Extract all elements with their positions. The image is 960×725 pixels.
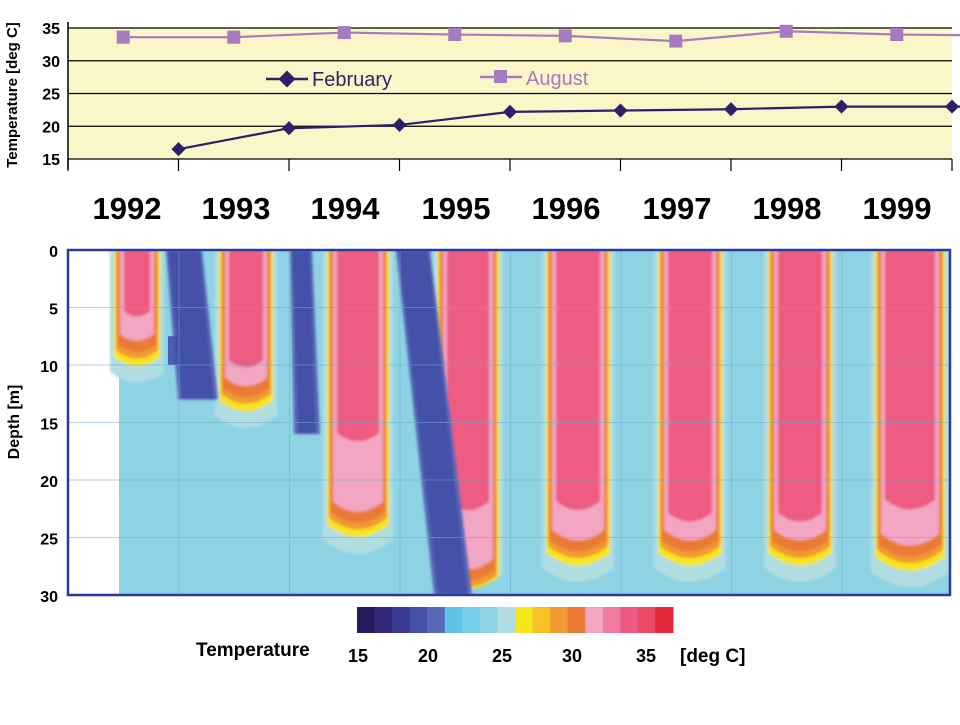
legend-august-marker — [494, 70, 507, 83]
data-point-august — [890, 28, 903, 41]
colorbar-swatch — [550, 607, 568, 633]
warm-plume-1993 — [215, 250, 277, 428]
heatmap-y-tick-label: 10 — [40, 359, 58, 376]
line-chart-y-tick-label: 15 — [42, 152, 60, 169]
colorbar-tick-label: 15 — [348, 646, 368, 666]
data-point-august — [448, 28, 461, 41]
year-label: 1996 — [532, 191, 601, 226]
colorbar-swatch — [375, 607, 393, 633]
colorbar-swatch — [638, 607, 656, 633]
line-chart-y-tick-label: 30 — [42, 54, 60, 71]
line-chart-y-ticks: 15 20 25 30 35 — [42, 21, 60, 169]
year-label: 1994 — [311, 191, 381, 226]
heatmap-y-ticks: 0 5 10 15 20 25 30 — [40, 244, 58, 606]
year-label: 1993 — [202, 191, 271, 226]
legend-february-label: February — [312, 69, 392, 91]
data-point-august — [227, 31, 240, 44]
colorbar-label: Temperature — [196, 640, 310, 661]
colorbar-swatch — [515, 607, 533, 633]
colorbar-swatch — [603, 607, 621, 633]
plume-core — [124, 250, 150, 316]
line-chart-y-axis-label: Temperature [deg C] — [4, 22, 21, 168]
colorbar-tick-label: 25 — [492, 646, 512, 666]
year-label: 1998 — [753, 191, 822, 226]
colorbar-swatch — [410, 607, 428, 633]
colorbar-swatch — [445, 607, 463, 633]
year-label: 1997 — [643, 191, 712, 226]
year-label: 1999 — [863, 191, 932, 226]
colorbar-unit: [deg C] — [680, 646, 745, 667]
plume-core — [229, 250, 263, 367]
line-chart: 15 20 25 30 35 February August Temperature [… — [4, 21, 960, 171]
plume-core — [668, 250, 712, 522]
plume-core — [337, 250, 379, 441]
colorbar-swatch — [392, 607, 410, 633]
data-point-august — [780, 25, 793, 38]
warm-plume-1996 — [542, 250, 614, 582]
plume-core — [885, 250, 935, 510]
cold-plume-shelf — [168, 336, 198, 365]
year-labels: 1992 1993 1994 1995 1996 1997 1998 1999 — [93, 191, 932, 226]
plume-core — [778, 250, 822, 522]
line-chart-y-tick-label: 20 — [42, 119, 60, 136]
year-label: 1992 — [93, 191, 162, 226]
line-chart-x-ticks — [68, 159, 952, 171]
warm-plume-1992 — [110, 250, 164, 383]
colorbar-swatch — [357, 607, 375, 633]
warm-plume-1999 — [871, 250, 949, 587]
colorbar-swatch — [585, 607, 603, 633]
colorbar-swatch — [497, 607, 515, 633]
colorbar-swatch — [620, 607, 638, 633]
data-point-august — [117, 31, 130, 44]
colorbar-swatch — [655, 607, 673, 633]
heatmap-y-tick-label: 25 — [40, 532, 58, 549]
colorbar-swatch — [568, 607, 586, 633]
colorbar-swatch — [462, 607, 480, 633]
heatmap-y-tick-label: 30 — [40, 589, 58, 606]
colorbar-swatch — [427, 607, 445, 633]
heatmap-y-tick-label: 20 — [40, 474, 58, 491]
colorbar-tick-label: 30 — [562, 646, 582, 666]
warm-plume-1998 — [764, 250, 836, 582]
warm-plume-1994 — [323, 250, 393, 554]
colorbar-swatch — [480, 607, 498, 633]
colorbar: Temperature 15 20 25 30 35 [deg C] — [196, 607, 745, 667]
data-point-august — [338, 26, 351, 39]
warm-plume-1997 — [654, 250, 726, 582]
colorbar-ticks: 15 20 25 30 35 — [348, 646, 656, 666]
data-point-august — [669, 35, 682, 48]
colorbar-tick-label: 35 — [636, 646, 656, 666]
colorbar-tick-label: 20 — [418, 646, 438, 666]
heatmap-y-tick-label: 5 — [49, 302, 58, 319]
heatmap-y-axis-label: Depth [m] — [6, 385, 23, 460]
legend-august-label: August — [526, 68, 589, 90]
heatmap-chart: 0 5 10 15 20 25 30 Depth [m] — [6, 244, 950, 606]
colorbar-swatch — [533, 607, 551, 633]
line-chart-y-tick-label: 35 — [42, 21, 60, 38]
year-label: 1995 — [422, 191, 491, 226]
line-chart-y-tick-label: 25 — [42, 87, 60, 104]
colorbar-swatches — [357, 607, 674, 633]
plume-core — [556, 250, 600, 510]
heatmap-y-tick-label: 15 — [40, 417, 58, 434]
data-point-august — [559, 29, 572, 42]
heatmap-y-tick-label: 0 — [49, 244, 58, 261]
